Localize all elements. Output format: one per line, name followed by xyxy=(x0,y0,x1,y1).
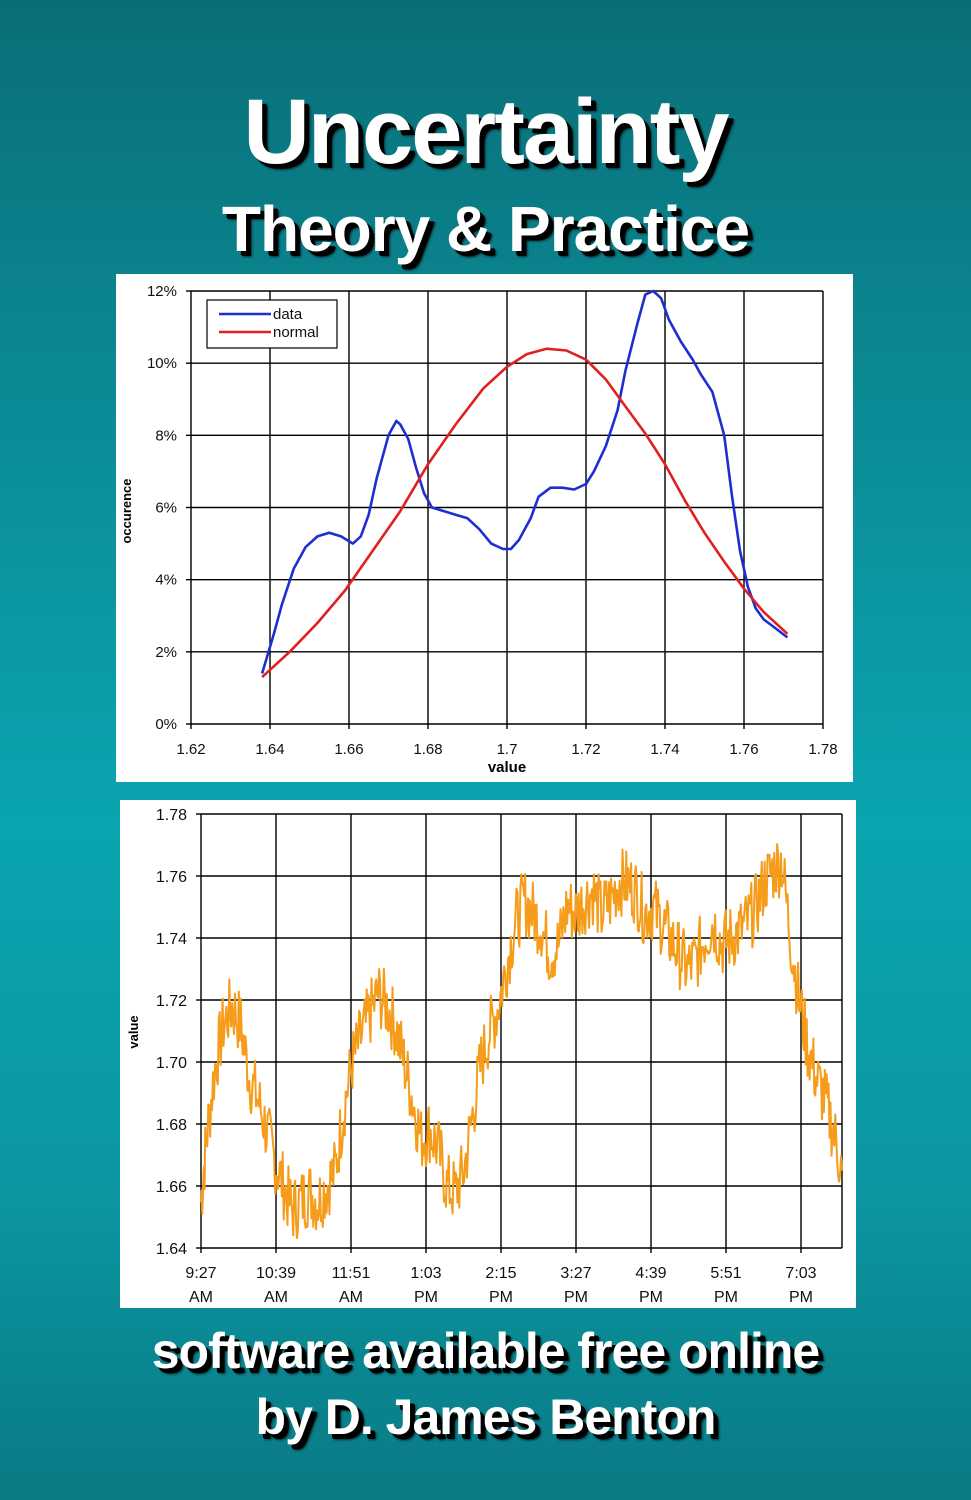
timeseries-y-tick-label: 1.78 xyxy=(156,807,187,824)
timeseries-chart-panel: 1.64 1.66 1.68 1.70 1.72 1.74 1.76 1.78 9:27 AM 1… xyxy=(120,800,856,1308)
histogram-chart-panel: 0% 2% 4% 6% 8% 10% 12% 1.62 1.64 1.66 1.68 1.7 1.72… xyxy=(116,274,853,782)
timeseries-x-tick-ampm: PM xyxy=(489,1289,513,1306)
timeseries-x-tick-label: 9:27 xyxy=(185,1265,216,1282)
histogram-x-axis-label: value xyxy=(488,759,526,776)
timeseries-x-tick-ampm: AM xyxy=(264,1289,288,1306)
histogram-y-tick-label: 10% xyxy=(147,355,177,372)
histogram-x-tick-label: 1.78 xyxy=(808,741,837,758)
timeseries-x-tick-label: 5:51 xyxy=(710,1265,741,1282)
timeseries-series-line xyxy=(200,843,843,1240)
histogram-series-normal xyxy=(261,347,789,679)
timeseries-x-tick-ampm: PM xyxy=(789,1289,813,1306)
tagline: software available free online xyxy=(151,1323,821,1379)
histogram-y-tick-label: 12% xyxy=(147,283,177,300)
histogram-x-tick-label: 1.66 xyxy=(334,741,363,758)
author-line: by D. James Benton xyxy=(255,1389,717,1445)
histogram-x-tick-label: 1.68 xyxy=(413,741,442,758)
histogram-y-ticks: 0% 2% 4% 6% 8% 10% 12% xyxy=(147,283,177,733)
histogram-y-tick-label: 6% xyxy=(155,500,177,517)
timeseries-y-tick-label: 1.64 xyxy=(156,1241,187,1258)
histogram-x-tick-label: 1.62 xyxy=(176,741,205,758)
timeseries-y-tick-label: 1.68 xyxy=(156,1117,187,1134)
timeseries-x-tick-label: 10:39 xyxy=(256,1265,296,1282)
histogram-y-tick-label: 4% xyxy=(155,572,177,589)
timeseries-y-ticks: 1.64 1.66 1.68 1.70 1.72 1.74 1.76 1.78 xyxy=(156,807,187,1258)
histogram-x-tick-label: 1.76 xyxy=(729,741,758,758)
histogram-series xyxy=(260,289,789,679)
timeseries-x-tick-label: 7:03 xyxy=(785,1265,816,1282)
histogram-series-data xyxy=(260,289,789,674)
histogram-x-tick-label: 1.64 xyxy=(255,741,284,758)
timeseries-x-tick-label: 1:03 xyxy=(410,1265,441,1282)
timeseries-x-tick-label: 2:15 xyxy=(485,1265,516,1282)
histogram-y-tick-label: 0% xyxy=(155,716,177,733)
timeseries-series xyxy=(200,843,843,1240)
histogram-legend-label-normal: normal xyxy=(273,324,319,341)
histogram-x-ticks: 1.62 1.64 1.66 1.68 1.7 1.72 1.74 1.76 1.78 xyxy=(176,741,837,758)
histogram-chart: 0% 2% 4% 6% 8% 10% 12% 1.62 1.64 1.66 1.68 1.7 1.72… xyxy=(119,283,838,776)
histogram-legend-label-data: data xyxy=(273,306,303,323)
histogram-y-tick-label: 2% xyxy=(155,644,177,661)
histogram-legend-box xyxy=(206,299,338,349)
timeseries-y-tick-label: 1.74 xyxy=(156,931,187,948)
timeseries-y-axis-label: value xyxy=(126,1015,141,1048)
timeseries-y-tick-label: 1.76 xyxy=(156,869,187,886)
timeseries-y-tick-label: 1.72 xyxy=(156,993,187,1010)
histogram-y-tick-label: 8% xyxy=(155,427,177,444)
histogram-y-axis-label: occurence xyxy=(119,478,134,543)
book-subtitle: Theory & Practice xyxy=(221,193,750,265)
book-title: Uncertainty xyxy=(243,81,729,183)
timeseries-chart: 1.64 1.66 1.68 1.70 1.72 1.74 1.76 1.78 9:27 AM 1… xyxy=(126,807,843,1306)
timeseries-x-tick-ampm: PM xyxy=(564,1289,588,1306)
histogram-x-tick-label: 1.74 xyxy=(650,741,679,758)
timeseries-x-ticks: 9:27 AM 10:39 AM 11:51 AM 1:03 PM 2:15 PM 3:27 PM 4:… xyxy=(185,1265,816,1306)
timeseries-x-tick-ampm: PM xyxy=(414,1289,438,1306)
timeseries-x-tick-ampm: AM xyxy=(339,1289,363,1306)
timeseries-x-tick-ampm: PM xyxy=(714,1289,738,1306)
timeseries-x-tick-label: 3:27 xyxy=(560,1265,591,1282)
timeseries-x-tick-ampm: PM xyxy=(639,1289,663,1306)
timeseries-x-tick-ampm: AM xyxy=(189,1289,213,1306)
histogram-x-tick-label: 1.72 xyxy=(571,741,600,758)
timeseries-x-tick-label: 11:51 xyxy=(332,1265,371,1282)
timeseries-y-tick-label: 1.70 xyxy=(156,1055,187,1072)
histogram-x-tick-label: 1.7 xyxy=(497,741,518,758)
histogram-grid xyxy=(186,290,824,729)
timeseries-x-tick-label: 4:39 xyxy=(635,1265,666,1282)
timeseries-grid xyxy=(196,813,843,1253)
timeseries-y-tick-label: 1.66 xyxy=(156,1179,187,1196)
